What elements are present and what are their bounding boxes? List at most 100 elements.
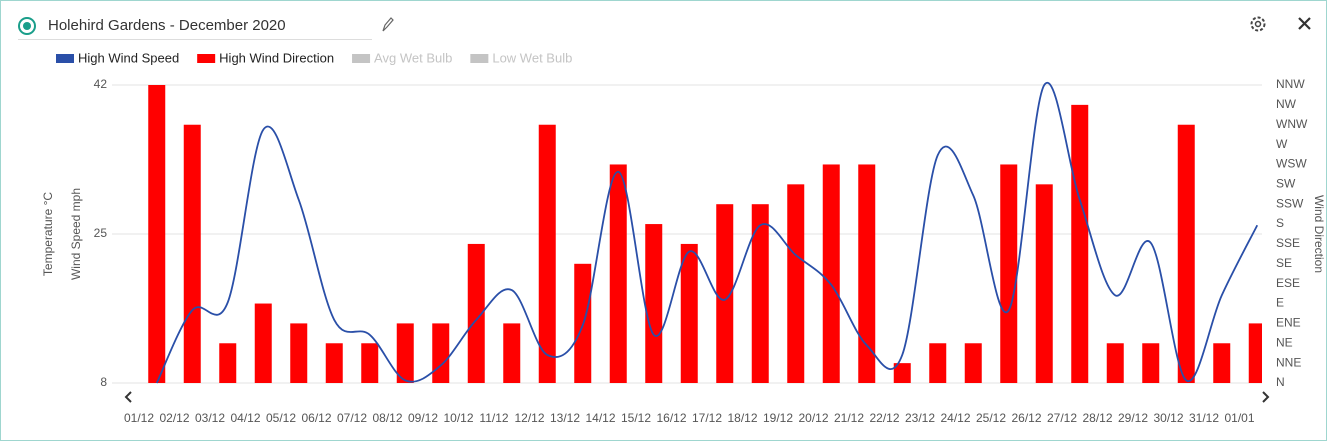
legend-swatch: [56, 54, 74, 63]
y2-tick-label: WSW: [1276, 157, 1307, 171]
edit-icon[interactable]: [382, 17, 394, 32]
y2-tick-label: NNW: [1276, 77, 1305, 91]
bar: [680, 243, 698, 383]
bar: [858, 164, 876, 383]
bar: [396, 323, 414, 383]
bar: [929, 343, 947, 383]
y2-tick-label: SE: [1276, 256, 1292, 270]
x-tick-label: 26/12: [1011, 411, 1041, 425]
y2-tick-label: NE: [1276, 335, 1293, 349]
y2-tick-label: N: [1276, 375, 1285, 389]
x-tick-label: 22/12: [869, 411, 899, 425]
bar: [787, 184, 805, 383]
bar: [822, 164, 840, 383]
x-tick-label: 21/12: [834, 411, 864, 425]
x-tick-label: 13/12: [550, 411, 580, 425]
x-tick-label: 02/12: [159, 411, 189, 425]
status-dot: [23, 22, 31, 30]
y2-tick-label: NNE: [1276, 355, 1301, 369]
legend-label[interactable]: Low Wet Bulb: [492, 50, 572, 65]
x-tick-label: 31/12: [1189, 411, 1219, 425]
y-axis-title: Wind Speed mph: [69, 188, 83, 280]
bar: [1106, 343, 1124, 383]
bar: [1248, 323, 1262, 383]
bar: [751, 204, 769, 383]
bar: [290, 323, 308, 383]
bar: [1213, 343, 1231, 383]
line: [155, 81, 1259, 384]
bar: [432, 323, 450, 383]
y-axis-title: Temperature °C: [41, 192, 55, 276]
bar: [645, 224, 663, 383]
widget-title[interactable]: Holehird Gardens - December 2020: [48, 17, 286, 34]
bar: [1177, 124, 1195, 383]
bar: [538, 124, 556, 383]
bar: [609, 164, 627, 383]
x-tick-label: 04/12: [230, 411, 260, 425]
x-tick-label: 10/12: [443, 411, 473, 425]
x-tick-label: 07/12: [337, 411, 367, 425]
legend-label[interactable]: High Wind Direction: [219, 50, 334, 65]
y2-tick-label: WNW: [1276, 117, 1308, 131]
bar: [1035, 184, 1053, 383]
x-tick-label: 25/12: [976, 411, 1006, 425]
bar: [325, 343, 343, 383]
bar: [964, 343, 982, 383]
x-tick-label: 11/12: [479, 411, 508, 425]
legend-swatch: [352, 54, 371, 63]
bar: [893, 363, 911, 383]
gear-teeth: [1250, 16, 1266, 32]
status-icon[interactable]: [18, 17, 36, 35]
x-tick-label: 12/12: [514, 411, 544, 425]
y2-tick-label: ESE: [1276, 276, 1300, 290]
bar: [361, 343, 379, 383]
scroll-left[interactable]: [124, 391, 132, 403]
x-tick-label: 18/12: [727, 411, 757, 425]
bar: [219, 343, 237, 383]
y-tick-label: 42: [94, 77, 108, 91]
legend-swatch: [197, 54, 216, 63]
x-tick-label: 23/12: [905, 411, 935, 425]
close-icon[interactable]: [1298, 17, 1311, 30]
legend-swatch: [470, 54, 489, 63]
bar: [183, 124, 201, 383]
x-tick-label: 14/12: [585, 411, 615, 425]
bar: [1000, 164, 1018, 383]
x-tick-label: 28/12: [1082, 411, 1112, 425]
y2-tick-label: SW: [1276, 177, 1296, 191]
bar: [254, 303, 272, 383]
y2-tick-label: NW: [1276, 97, 1297, 111]
x-tick-label: 06/12: [301, 411, 331, 425]
x-tick-label: 09/12: [408, 411, 438, 425]
x-tick-label: 20/12: [798, 411, 828, 425]
x-tick-label: 01/01: [1224, 411, 1254, 425]
y2-tick-label: ENE: [1276, 316, 1301, 330]
x-tick-label: 27/12: [1047, 411, 1077, 425]
x-tick-label: 16/12: [656, 411, 686, 425]
x-tick-label: 01/12: [124, 411, 154, 425]
y2-tick-label: W: [1276, 137, 1288, 151]
x-tick-label: 05/12: [266, 411, 296, 425]
x-tick-label: 29/12: [1118, 411, 1148, 425]
legend-label[interactable]: Avg Wet Bulb: [374, 50, 452, 65]
scroll-right[interactable]: [1262, 391, 1270, 403]
bar: [148, 85, 166, 383]
x-tick-label: 19/12: [763, 411, 793, 425]
x-tick-label: 15/12: [621, 411, 651, 425]
x-tick-label: 17/12: [692, 411, 722, 425]
y-tick-label: 8: [100, 375, 107, 389]
y2-tick-label: E: [1276, 296, 1284, 310]
axes: 8 25 42 N NNE NE ENE E ESE SE SSE S SSW SW WSW W WNW NW NN…: [41, 77, 1326, 425]
y2-tick-label: S: [1276, 216, 1284, 230]
x-tick-label: 30/12: [1153, 411, 1183, 425]
x-tick-label: 03/12: [195, 411, 225, 425]
x-tick-label: 24/12: [940, 411, 970, 425]
y2-tick-label: SSW: [1276, 196, 1304, 210]
plot-area: [148, 81, 1262, 384]
legend-label[interactable]: High Wind Speed: [78, 50, 179, 65]
bar: [1142, 343, 1160, 383]
settings-icon[interactable]: [1250, 16, 1266, 32]
bar: [1071, 104, 1089, 383]
y-tick-label: 25: [94, 226, 108, 240]
